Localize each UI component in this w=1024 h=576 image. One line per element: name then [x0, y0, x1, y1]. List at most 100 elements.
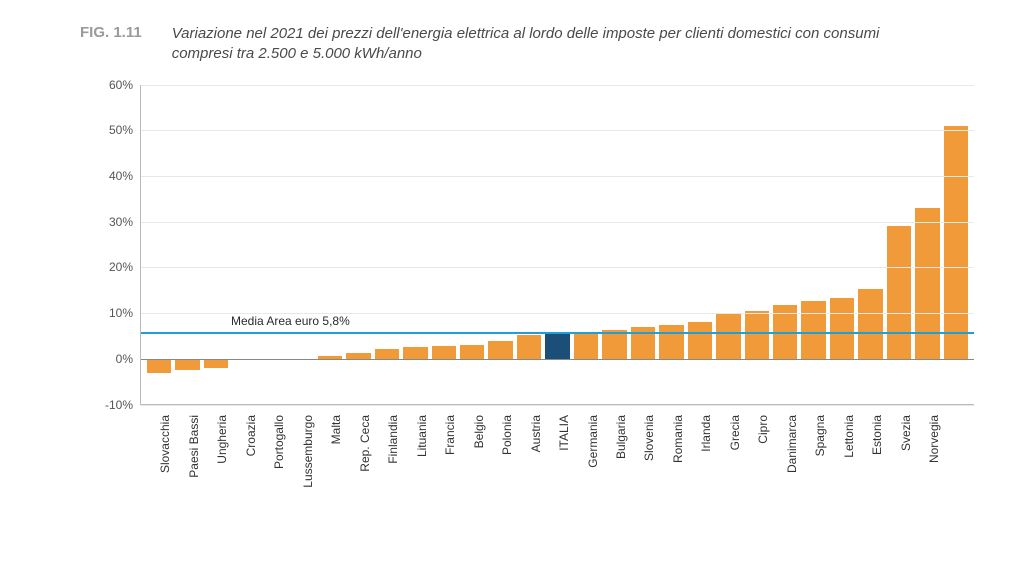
zero-baseline — [141, 359, 974, 360]
y-tick-label: 0% — [116, 352, 141, 366]
x-tick-label: Slovacchia — [158, 415, 172, 473]
reference-line-label: Media Area euro 5,8% — [231, 314, 350, 328]
x-tick-label: Portogallo — [272, 415, 286, 469]
bar — [147, 359, 171, 374]
bar-slot — [346, 85, 370, 404]
x-tick-label: Svezia — [899, 415, 913, 451]
chart-container: -10%0%10%20%30%40%50%60%Media Area euro … — [100, 85, 974, 515]
bar-slot — [745, 85, 769, 404]
x-tick-label: Lettonia — [842, 415, 856, 458]
bar — [858, 289, 882, 359]
bar-slot — [887, 85, 911, 404]
grid-line — [141, 267, 974, 268]
bar-slot — [631, 85, 655, 404]
x-tick-label: Rep. Ceca — [358, 415, 372, 472]
x-tick-label: Bulgaria — [614, 415, 628, 459]
x-tick-label: Lituania — [415, 415, 429, 457]
bar-slot — [147, 85, 171, 404]
grid-line — [141, 176, 974, 177]
bar — [887, 226, 911, 359]
grid-line — [141, 222, 974, 223]
bar-slot — [232, 85, 256, 404]
y-tick-label: -10% — [105, 398, 141, 412]
bars-group — [141, 85, 974, 404]
y-tick-label: 20% — [109, 260, 141, 274]
bar-slot — [716, 85, 740, 404]
reference-line — [141, 332, 974, 334]
bar-slot — [858, 85, 882, 404]
x-tick-label: Belgio — [472, 415, 486, 448]
bar — [545, 333, 569, 359]
bar — [801, 301, 825, 359]
y-tick-label: 10% — [109, 306, 141, 320]
x-tick-label: Finlandia — [386, 415, 400, 464]
bar-slot — [688, 85, 712, 404]
figure-title: Variazione nel 2021 dei prezzi dell'ener… — [172, 24, 932, 65]
bar-slot — [488, 85, 512, 404]
x-tick-label: Croazia — [244, 415, 258, 456]
bar-slot — [204, 85, 228, 404]
x-tick-label: Francia — [443, 415, 457, 455]
x-tick-label: Austria — [529, 415, 543, 452]
x-tick-label: Paesi Bassi — [187, 415, 201, 478]
bar-slot — [574, 85, 598, 404]
x-tick-label: Polonia — [500, 415, 514, 455]
x-tick-label: Irlanda — [699, 415, 713, 452]
x-tick-label: Cipro — [756, 415, 770, 444]
bar-slot — [830, 85, 854, 404]
bar — [944, 126, 968, 359]
bar-slot — [801, 85, 825, 404]
bar-slot — [659, 85, 683, 404]
bar — [688, 322, 712, 359]
x-tick-label: Malta — [329, 415, 343, 444]
bar — [915, 208, 939, 359]
bar — [432, 346, 456, 359]
y-tick-label: 60% — [109, 78, 141, 92]
bar — [830, 298, 854, 359]
bar-slot — [944, 85, 968, 404]
x-tick-label: Grecia — [728, 415, 742, 450]
x-tick-label: ITALIA — [557, 415, 571, 451]
bar — [175, 359, 199, 370]
grid-line — [141, 85, 974, 86]
bar — [375, 349, 399, 359]
bar-slot — [460, 85, 484, 404]
bar — [460, 345, 484, 359]
bar-slot — [432, 85, 456, 404]
y-tick-label: 30% — [109, 215, 141, 229]
bar-slot — [261, 85, 285, 404]
bar — [403, 347, 427, 359]
figure-header: FIG. 1.11 Variazione nel 2021 dei prezzi… — [80, 24, 984, 65]
bar — [574, 332, 598, 359]
x-tick-label: Spagna — [813, 415, 827, 456]
bar-slot — [517, 85, 541, 404]
x-tick-label: Romania — [671, 415, 685, 463]
x-tick-label: Slovenia — [642, 415, 656, 461]
plot-area: -10%0%10%20%30%40%50%60%Media Area euro … — [140, 85, 974, 405]
bar-slot — [375, 85, 399, 404]
bar-slot — [545, 85, 569, 404]
figure-label: FIG. 1.11 — [80, 24, 142, 65]
bar-slot — [602, 85, 626, 404]
grid-line — [141, 405, 974, 406]
x-tick-label: Ungheria — [215, 415, 229, 464]
bar-slot — [289, 85, 313, 404]
x-tick-label: Danimarca — [785, 415, 799, 473]
bar-slot — [773, 85, 797, 404]
x-tick-label: Norvegia — [927, 415, 941, 463]
bar-slot — [915, 85, 939, 404]
bar — [745, 311, 769, 359]
bar-slot — [403, 85, 427, 404]
bar — [488, 341, 512, 358]
x-tick-label: Germania — [586, 415, 600, 468]
bar — [659, 325, 683, 359]
bar-slot — [318, 85, 342, 404]
bar — [204, 359, 228, 368]
y-tick-label: 40% — [109, 169, 141, 183]
bar-slot — [175, 85, 199, 404]
bar — [517, 335, 541, 359]
y-tick-label: 50% — [109, 123, 141, 137]
x-tick-label: Estonia — [870, 415, 884, 455]
grid-line — [141, 130, 974, 131]
x-tick-label: Lussemburgo — [301, 415, 315, 488]
